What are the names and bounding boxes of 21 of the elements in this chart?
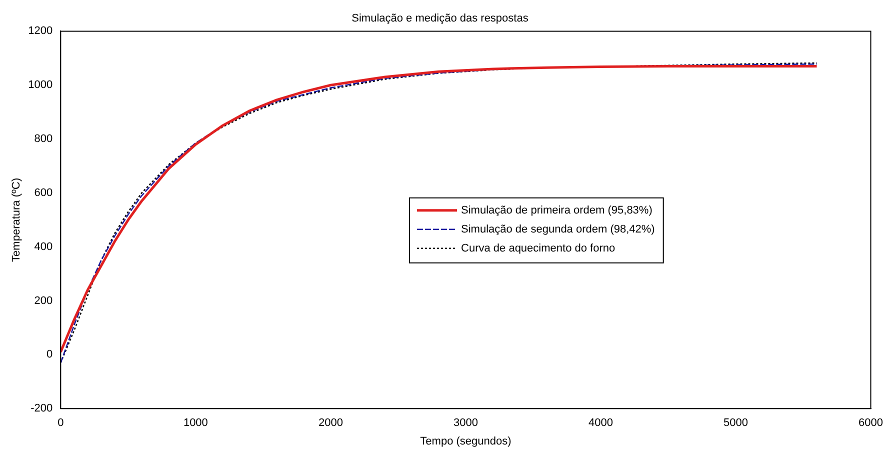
x-tick-label: 4000 xyxy=(588,417,613,430)
y-tick-label: 400 xyxy=(34,240,53,253)
x-tick-label: 2000 xyxy=(318,417,343,430)
y-tick-label: 200 xyxy=(34,294,53,307)
y-tick-label: 600 xyxy=(34,186,53,199)
x-axis-title: Tempo (segundos) xyxy=(420,435,512,448)
y-tick-label: 800 xyxy=(34,133,53,146)
x-tick-label: 1000 xyxy=(183,417,208,430)
y-tick-label: 0 xyxy=(46,348,53,361)
legend-label: Simulação de segunda ordem (98,42%) xyxy=(461,223,655,236)
legend-label: Curva de aquecimento do forno xyxy=(461,242,616,254)
chart-title: Simulação e medição das respostas xyxy=(352,12,529,25)
x-tick-label: 0 xyxy=(58,417,64,430)
y-tick-label: 1000 xyxy=(28,79,53,92)
y-tick-label: 1200 xyxy=(28,25,53,38)
y-axis-title: Temperatura (ºC) xyxy=(10,178,23,262)
legend-label: Simulação de primeira ordem (95,83%) xyxy=(461,204,652,216)
x-tick-label: 3000 xyxy=(453,417,478,430)
x-tick-label: 6000 xyxy=(858,417,884,430)
y-tick-label: -200 xyxy=(30,402,53,415)
x-tick-label: 5000 xyxy=(724,417,748,430)
